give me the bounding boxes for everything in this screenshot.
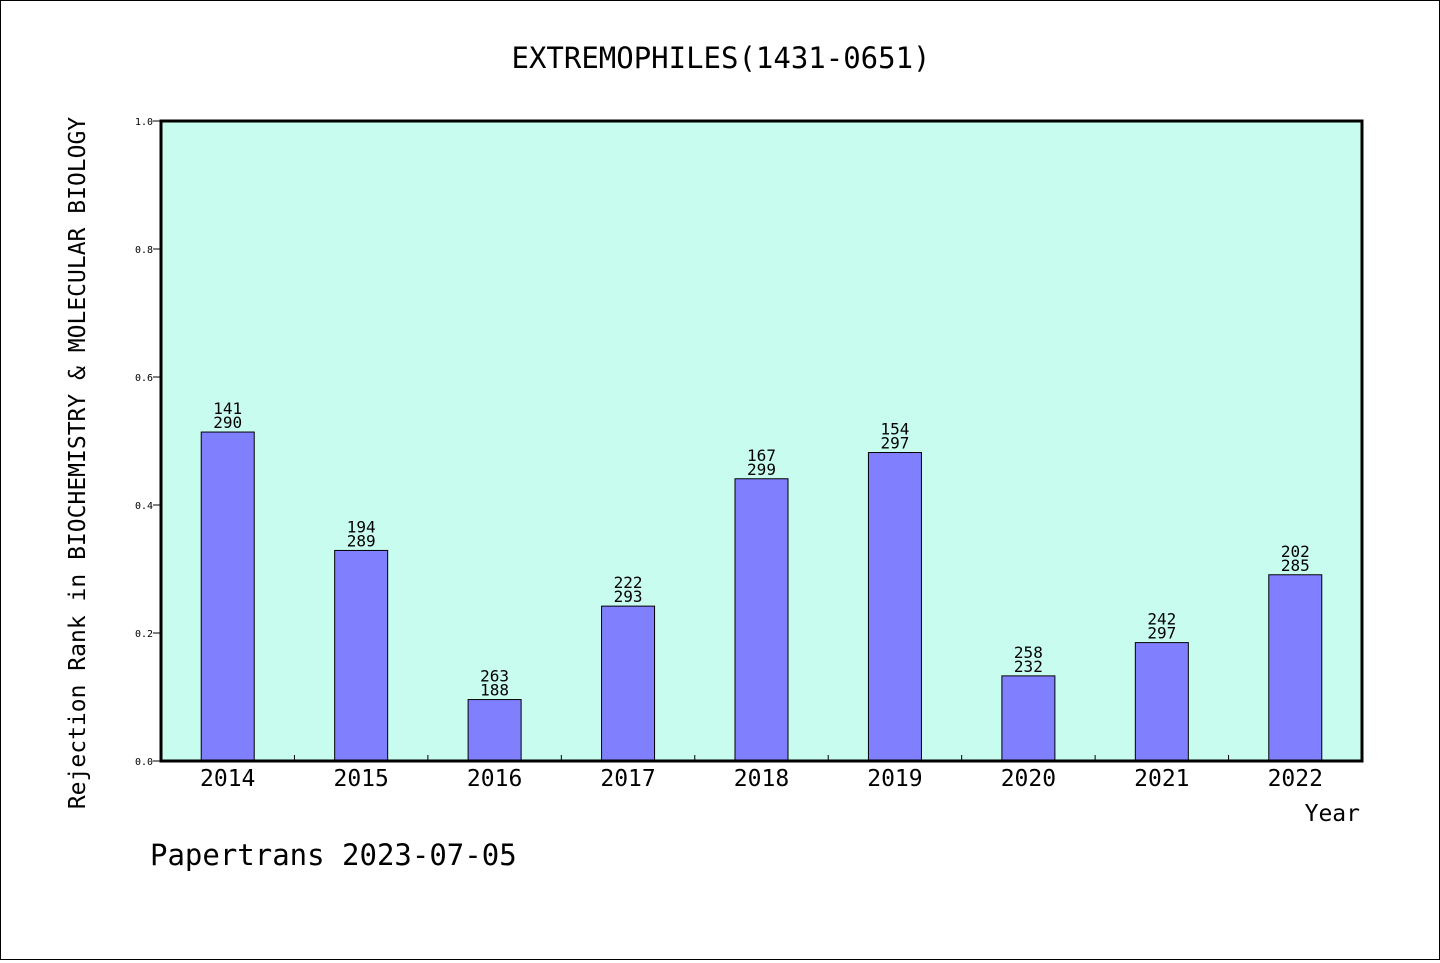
bar-label-bottom: 293 (614, 587, 643, 606)
x-tick-label: 2018 (734, 766, 789, 792)
bar-label-bottom: 289 (347, 531, 376, 550)
x-tick-label: 2022 (1268, 766, 1323, 792)
bar-2019 (867, 452, 922, 762)
bar-label-top: 222 (614, 573, 643, 592)
x-axis: 2014 2015 2016 2017 2018 2019 2020 2021 2022 (200, 755, 1323, 792)
bar-label-bottom: 297 (1147, 624, 1176, 643)
bar-label-top: 141 (213, 399, 242, 418)
bar-label-top: 263 (480, 667, 509, 686)
bar-label-bottom: 290 (213, 413, 242, 432)
bar-2016 (467, 699, 522, 762)
chart-title: EXTREMOPHILES(1431-0651) (511, 41, 930, 75)
bar-label-bottom: 232 (1014, 657, 1043, 676)
bars-group: 1412901942892631882222931672991542972582… (200, 399, 1323, 762)
bar-2015 (334, 549, 389, 762)
y-tick-label: 0.4 (135, 501, 153, 512)
y-tick-label: 0.8 (135, 245, 153, 256)
bar-label-top: 154 (880, 420, 909, 439)
plot-border (159, 119, 1364, 763)
y-tick-label: 0.2 (135, 629, 153, 640)
x-tick-label: 2014 (200, 766, 255, 792)
y-tick-label: 1.0 (135, 117, 153, 128)
bar-2022 (1268, 574, 1323, 762)
x-tick-label: 2021 (1134, 766, 1189, 792)
bar-label-bottom: 297 (880, 434, 909, 453)
bar-2018 (734, 478, 789, 762)
bar-label-bottom: 299 (747, 460, 776, 479)
x-axis-label: Year (1305, 801, 1360, 827)
x-tick-label: 2015 (333, 766, 388, 792)
y-tick-label: 0.6 (135, 373, 153, 384)
bar-2021 (1134, 642, 1189, 762)
credit-text: Papertrans 2023-07-05 (150, 838, 517, 872)
bar-label-top: 242 (1147, 610, 1176, 629)
bar-2017 (601, 605, 656, 762)
x-tick-label: 2019 (867, 766, 922, 792)
bar-2020 (1001, 675, 1056, 762)
y-axis: 0.0 0.2 0.4 0.6 0.8 1.0 (135, 117, 161, 768)
bar-label-top: 258 (1014, 643, 1043, 662)
x-tick-label: 2016 (467, 766, 522, 792)
bar-label-top: 202 (1281, 542, 1310, 561)
bar-label-bottom: 188 (480, 681, 509, 700)
y-axis-label: Rejection Rank in BIOCHEMISTRY & MOLECUL… (65, 117, 91, 810)
x-tick-label: 2017 (600, 766, 655, 792)
x-tick-label: 2020 (1001, 766, 1056, 792)
bar-label-bottom: 285 (1281, 556, 1310, 575)
bar-label-top: 167 (747, 446, 776, 465)
bar-label-top: 194 (347, 517, 376, 536)
bar-2014 (200, 431, 255, 762)
y-tick-label: 0.0 (135, 757, 153, 768)
